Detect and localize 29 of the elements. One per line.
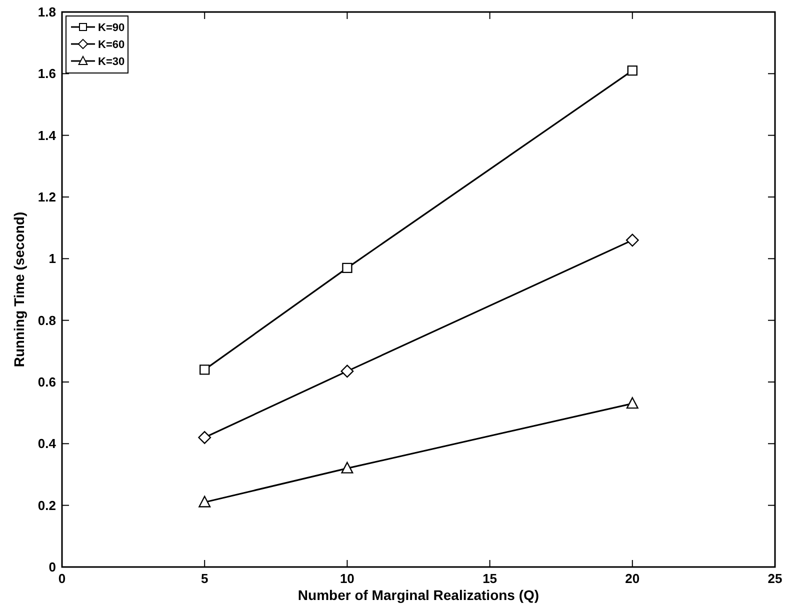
point (342, 262, 352, 274)
y-tick-label: 0 (48, 560, 56, 574)
y-tick-label: 1.6 (38, 66, 56, 82)
y-tick-label: 1 (48, 251, 56, 266)
y-tick-label: 1.2 (38, 190, 56, 204)
point (200, 364, 210, 375)
y-tick-label: 1.4 (38, 128, 57, 143)
x-tick-label: 20 (625, 571, 640, 586)
point (341, 462, 354, 474)
legend-label: K=30 (98, 56, 125, 68)
x-tick-label: 15 (482, 571, 498, 586)
y-tick-label: 0.6 (38, 374, 56, 390)
y-tick-label: 0.4 (38, 436, 57, 452)
x-axis-title: Number of Marginal Realizations (Q) (298, 587, 540, 603)
point (198, 431, 212, 444)
y-tick-label: 0.2 (38, 498, 56, 513)
point (627, 65, 638, 76)
x-tick-label: 10 (340, 571, 354, 586)
point (198, 496, 211, 508)
y-tick-label: 1.8 (38, 4, 56, 20)
point (626, 234, 639, 247)
y-tick-label: 0.8 (38, 312, 56, 328)
x-tick-label: 25 (768, 571, 782, 586)
point (340, 364, 354, 378)
y-axis-title: Running Time (second) (11, 212, 27, 368)
point (626, 397, 638, 409)
legend-label: K=90 (98, 22, 125, 34)
legend-label: K=60 (98, 39, 125, 51)
x-tick-label: 5 (200, 571, 208, 586)
